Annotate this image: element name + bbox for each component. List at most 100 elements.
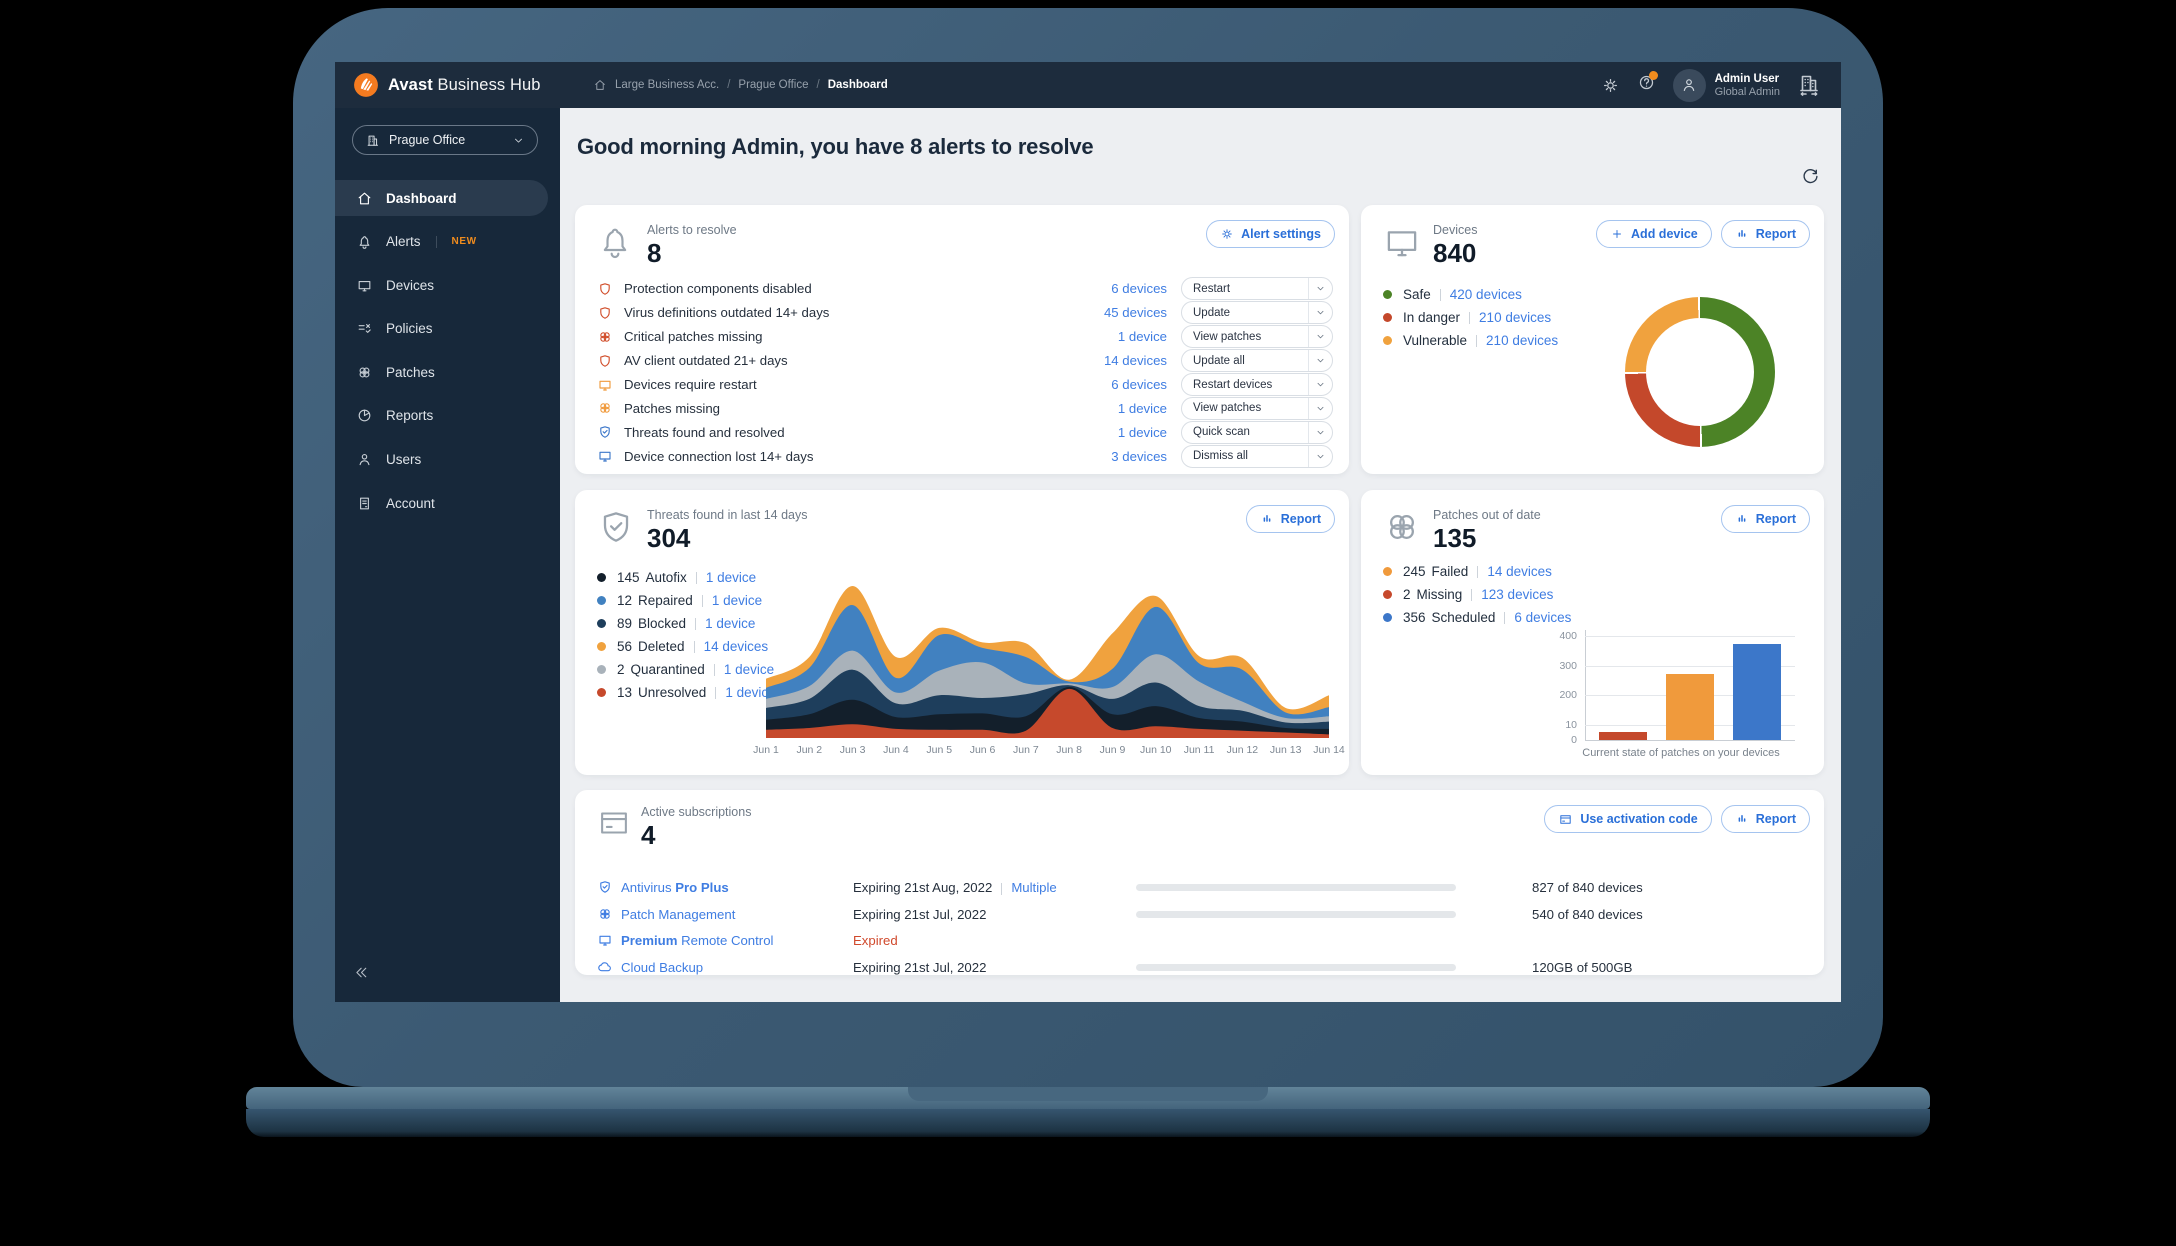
legend-devices-link[interactable]: 6 devices	[1514, 610, 1572, 625]
sidebar-item-dashboard[interactable]: Dashboard	[335, 180, 548, 216]
alerts-count: 8	[647, 238, 662, 268]
sidebar-item-devices[interactable]: Devices	[335, 267, 548, 303]
subscription-name-link[interactable]: Cloud Backup	[621, 959, 704, 975]
devices-report-button[interactable]: Report	[1720, 220, 1810, 248]
x-tick-label: Jun 11	[1183, 744, 1215, 756]
alert-action-label: View patches	[1193, 402, 1262, 415]
settings-icon[interactable]	[1601, 76, 1620, 95]
multiple-link[interactable]: Multiple	[1011, 880, 1057, 895]
x-tick-label: Jun 12	[1226, 744, 1259, 756]
alert-row: Critical patches missing 1 device View p…	[581, 325, 1333, 349]
legend-dot	[1383, 590, 1392, 599]
company-switcher-icon[interactable]	[1797, 73, 1821, 97]
alert-action-dropdown[interactable]: Update all	[1181, 349, 1333, 373]
alert-devices-link[interactable]: 1 device	[1117, 424, 1167, 440]
subscription-name-link[interactable]: Premium Remote Control	[621, 933, 774, 948]
home-icon[interactable]	[593, 78, 607, 92]
divider	[701, 594, 703, 607]
alert-devices-link[interactable]: 45 devices	[1103, 305, 1167, 321]
subscription-expiry: Expiring 21st Jul, 2022	[853, 959, 987, 975]
breadcrumb-item[interactable]: Large Business Acc.	[615, 79, 720, 91]
use-activation-code-button[interactable]: Use activation code	[1544, 805, 1712, 833]
subscriptions-report-button[interactable]: Report	[1720, 805, 1810, 833]
alert-action-dropdown[interactable]: Quick scan	[1181, 420, 1333, 444]
sidebar-item-alerts[interactable]: Alerts NEW	[335, 224, 548, 260]
sidebar-item-account[interactable]: Account	[335, 485, 548, 521]
subscription-expiry: Expiring 21st Aug, 2022 Multiple	[853, 880, 1057, 895]
legend-label: Failed	[1431, 564, 1469, 579]
alert-devices-link[interactable]: 1 device	[1117, 400, 1167, 416]
legend-devices-link[interactable]: 210 devices	[1486, 333, 1559, 348]
sidebar-item-label: Alerts	[386, 234, 421, 250]
legend-devices-link[interactable]: 210 devices	[1479, 310, 1552, 325]
brand-logo: Avast Business Hub	[353, 72, 541, 98]
monitor-icon	[597, 448, 613, 464]
sidebar-item-label: Account	[386, 495, 435, 511]
sidebar-item-users[interactable]: Users	[335, 442, 548, 478]
sidebar-item-reports[interactable]: Reports	[335, 398, 548, 434]
legend-devices-link[interactable]: 1 device	[711, 593, 763, 608]
threats-report-button[interactable]: Report	[1245, 505, 1335, 533]
alert-action-dropdown[interactable]: View patches	[1181, 325, 1333, 349]
alert-devices-link[interactable]: 1 device	[1117, 329, 1167, 345]
legend-label: Scheduled	[1431, 610, 1496, 625]
legend-devices-link[interactable]: 14 devices	[703, 639, 769, 654]
alert-devices-link[interactable]: 6 devices	[1111, 281, 1167, 297]
gear-icon	[1220, 227, 1234, 241]
threats-x-axis: Jun 1 Jun 2 Jun 3 Jun 4 Jun 5 Jun 6 Jun 7 Jun 8…	[575, 744, 1349, 758]
legend-devices-link[interactable]: 14 devices	[1487, 564, 1552, 579]
new-badge: NEW	[451, 236, 477, 248]
user-menu[interactable]: Admin User Global Admin	[1672, 68, 1780, 102]
patches-report-button[interactable]: Report	[1720, 505, 1810, 533]
legend-devices-link[interactable]: 1 device	[705, 570, 757, 585]
legend-row: 245 Failed 14 devices	[1383, 560, 1571, 583]
patch-icon	[597, 906, 613, 927]
devices-donut-chart	[1625, 297, 1775, 447]
sidebar-collapse-button[interactable]	[353, 964, 370, 986]
breadcrumb-item[interactable]: Prague Office	[738, 79, 809, 91]
legend-count: 13	[617, 685, 633, 700]
y-tick-label: 300	[1559, 660, 1577, 672]
alert-devices-link[interactable]: 14 devices	[1103, 353, 1167, 369]
alert-action-dropdown[interactable]: Dismiss all	[1181, 444, 1333, 468]
shield-icon	[597, 305, 613, 321]
legend-count: 245	[1403, 564, 1426, 579]
chevron-down-icon	[1308, 302, 1332, 324]
breadcrumb-item: Dashboard	[827, 79, 888, 91]
legend-dot	[597, 619, 606, 628]
alert-action-dropdown[interactable]: View patches	[1181, 396, 1333, 420]
refresh-button[interactable]	[1800, 166, 1821, 192]
subscription-name-link[interactable]: Antivirus Pro Plus	[621, 880, 729, 895]
y-tick-label: 0	[1571, 734, 1577, 746]
alert-label: Device connection lost 14+ days	[624, 448, 814, 464]
sidebar-item-label: Devices	[386, 277, 435, 293]
help-icon[interactable]	[1637, 71, 1658, 97]
legend-devices-link[interactable]: 1 device	[705, 616, 756, 631]
alert-devices-link[interactable]: 3 devices	[1111, 448, 1167, 464]
sidebar-item-policies[interactable]: Policies	[335, 311, 548, 347]
legend-dot	[597, 642, 606, 651]
legend-devices-link[interactable]: 420 devices	[1449, 287, 1522, 302]
sidebar-item-label: Reports	[386, 408, 434, 424]
legend-devices-link[interactable]: 1 device	[725, 685, 776, 700]
divider	[1001, 882, 1003, 895]
threats-count: 304	[647, 523, 691, 553]
subscription-name-link[interactable]: Patch Management	[621, 906, 736, 922]
legend-count: 145	[617, 570, 640, 585]
legend-devices-link[interactable]: 123 devices	[1481, 587, 1554, 602]
alert-devices-link[interactable]: 6 devices	[1111, 377, 1167, 392]
add-device-button[interactable]: Add device	[1596, 220, 1712, 248]
alert-action-dropdown[interactable]: Restart	[1181, 277, 1333, 301]
legend-row: 2 Missing 123 devices	[1383, 583, 1571, 606]
alert-action-dropdown[interactable]: Update	[1181, 301, 1333, 325]
alert-settings-button[interactable]: Alert settings	[1206, 220, 1335, 248]
legend-count: 89	[617, 616, 633, 631]
bar-scheduled	[1733, 643, 1781, 740]
monitor-icon	[597, 932, 613, 953]
sidebar-item-patches[interactable]: Patches	[335, 354, 548, 390]
alert-action-dropdown[interactable]: Restart devices	[1181, 373, 1333, 396]
main-content: Good morning Admin, you have 8 alerts to…	[560, 108, 1841, 1002]
legend-dot	[597, 688, 606, 697]
legend-devices-link[interactable]: 1 device	[723, 662, 775, 677]
org-selector[interactable]: Prague Office	[352, 125, 538, 155]
